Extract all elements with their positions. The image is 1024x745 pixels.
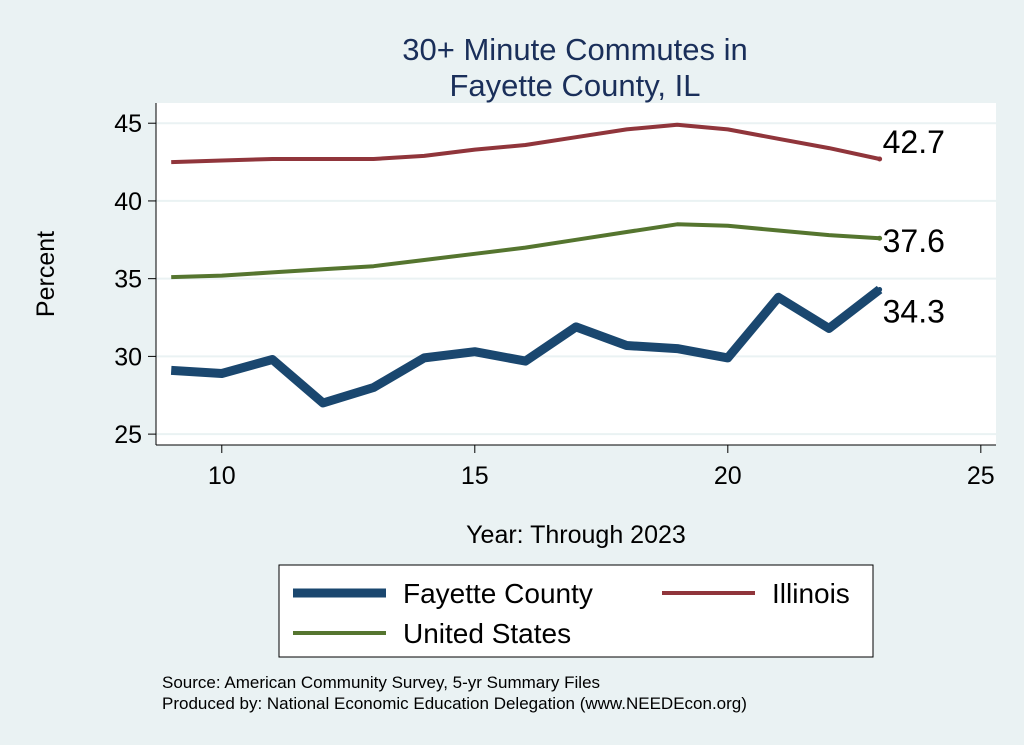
end-label-illinois: 42.7	[883, 124, 945, 160]
chart-title-line-1: 30+ Minute Commutes in	[402, 32, 747, 67]
legend-label-fayette-county: Fayette County	[403, 578, 593, 609]
x-tick-label: 25	[967, 462, 995, 490]
x-axis-ticks: 10 15 20 25	[208, 445, 995, 490]
x-tick-label: 20	[714, 462, 742, 490]
y-tick-label: 35	[114, 266, 142, 294]
end-label-fayette-county: 34.3	[883, 294, 945, 330]
y-axis-ticks: 25 30 35 40 45	[114, 110, 156, 449]
legend: Fayette County Illinois United States	[293, 578, 850, 649]
legend-label-illinois: Illinois	[772, 578, 850, 609]
series-lines	[170, 122, 883, 408]
series-line-united-states	[171, 222, 880, 280]
series-line-illinois	[171, 122, 881, 165]
plot-area	[156, 103, 996, 445]
end-labels: 34.3 42.7 37.6	[877, 124, 945, 330]
end-point-united-states	[877, 235, 883, 241]
series-line-fayette-county	[170, 285, 883, 408]
legend-label-united-states: United States	[403, 618, 571, 649]
y-axis-title: Percent	[32, 231, 60, 317]
y-tick-label: 45	[114, 110, 142, 138]
source-note: Source: American Community Survey, 5-yr …	[162, 673, 600, 692]
x-tick-label: 10	[208, 462, 236, 490]
x-axis-title: Year: Through 2023	[466, 521, 686, 549]
end-point-fayette-county	[877, 287, 883, 293]
y-tick-label: 30	[114, 343, 142, 371]
y-tick-label: 40	[114, 188, 142, 216]
x-tick-label: 15	[461, 462, 489, 490]
end-point-illinois	[877, 156, 883, 162]
legend-box	[278, 564, 874, 658]
y-tick-label: 25	[114, 421, 142, 449]
chart-title-line-2: Fayette County, IL	[450, 68, 701, 103]
gridlines	[156, 122, 996, 436]
producer-note: Produced by: National Economic Education…	[162, 694, 747, 713]
end-label-united-states: 37.6	[883, 223, 945, 259]
